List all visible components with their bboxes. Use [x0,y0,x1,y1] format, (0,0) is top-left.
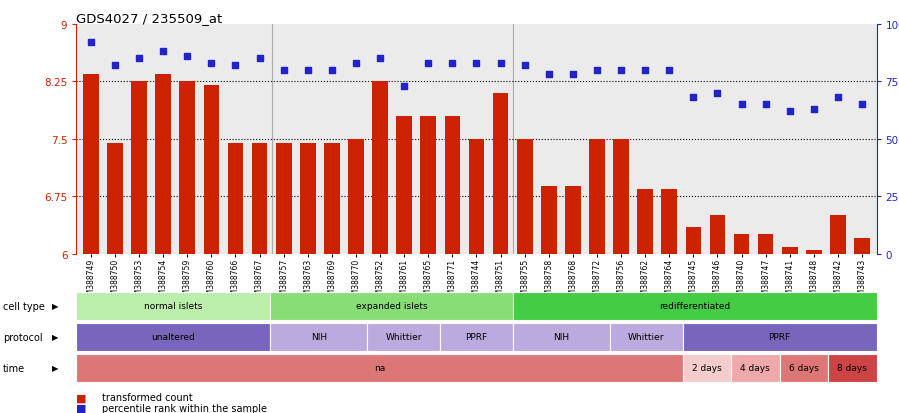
Text: ■: ■ [76,392,87,402]
Point [277,67,291,74]
Text: 8 days: 8 days [837,363,868,373]
Bar [734,235,750,254]
Text: Whittier: Whittier [628,332,664,342]
Bar [396,116,412,254]
Point [662,67,676,74]
Point [806,106,821,113]
Bar [709,216,725,254]
Bar [83,74,99,254]
Point [614,67,628,74]
Bar [613,140,629,254]
Bar [300,143,316,254]
Bar [227,143,244,254]
Point [518,63,532,69]
Text: PPRF: PPRF [466,332,487,342]
Point [373,56,387,62]
Point [494,60,508,67]
Text: redifferentiated: redifferentiated [659,301,730,311]
Text: expanded islets: expanded islets [356,301,427,311]
Text: GDS4027 / 235509_at: GDS4027 / 235509_at [76,12,223,25]
Point [565,72,580,78]
Point [710,90,725,97]
Text: 4 days: 4 days [741,363,770,373]
Bar [830,216,846,254]
Bar [758,235,773,254]
Bar [372,82,387,254]
Point [831,95,845,102]
Point [638,67,653,74]
Text: ■: ■ [76,403,87,413]
Point [686,95,700,102]
Text: unaltered: unaltered [152,332,195,342]
Bar [589,140,605,254]
Point [590,67,604,74]
Text: Whittier: Whittier [386,332,422,342]
Point [156,49,171,56]
Bar [565,187,581,254]
Bar [276,143,291,254]
Text: NIH: NIH [311,332,327,342]
Text: time: time [3,363,25,373]
Text: 6 days: 6 days [788,363,819,373]
Bar [324,143,340,254]
Bar [180,82,195,254]
Bar [79,25,271,254]
Bar [421,116,436,254]
Point [782,109,797,115]
Bar [512,25,874,254]
Point [469,60,484,67]
Bar [348,140,364,254]
Point [132,56,147,62]
Text: NIH: NIH [553,332,569,342]
Point [253,56,267,62]
Bar [252,143,267,254]
Point [759,102,773,108]
Bar [517,140,532,254]
Point [325,67,339,74]
Bar [662,189,677,254]
Bar [131,82,147,254]
Text: protocol: protocol [3,332,42,342]
Bar [782,248,797,254]
Text: ▶: ▶ [52,363,58,373]
Point [541,72,556,78]
Point [734,102,749,108]
Bar [107,143,123,254]
Bar [854,239,870,254]
Bar [686,227,701,254]
Bar [444,116,460,254]
Point [204,60,218,67]
Text: transformed count: transformed count [102,392,192,402]
Point [108,63,122,69]
Bar [468,140,485,254]
Point [349,60,363,67]
Text: percentile rank within the sample: percentile rank within the sample [102,403,267,413]
Text: 2 days: 2 days [692,363,722,373]
Bar [271,25,512,254]
Point [84,40,98,46]
Point [855,102,869,108]
Bar [806,250,822,254]
Point [300,67,315,74]
Text: PPRF: PPRF [769,332,790,342]
Text: cell type: cell type [3,301,45,311]
Bar [637,189,653,254]
Text: ▶: ▶ [52,332,58,342]
Text: ▶: ▶ [52,301,58,311]
Point [445,60,459,67]
Text: normal islets: normal islets [144,301,202,311]
Point [180,54,194,60]
Text: na: na [374,363,385,373]
Bar [156,74,171,254]
Bar [541,187,556,254]
Bar [203,86,219,254]
Point [421,60,435,67]
Point [228,63,243,69]
Bar [493,94,509,254]
Point [397,83,412,90]
